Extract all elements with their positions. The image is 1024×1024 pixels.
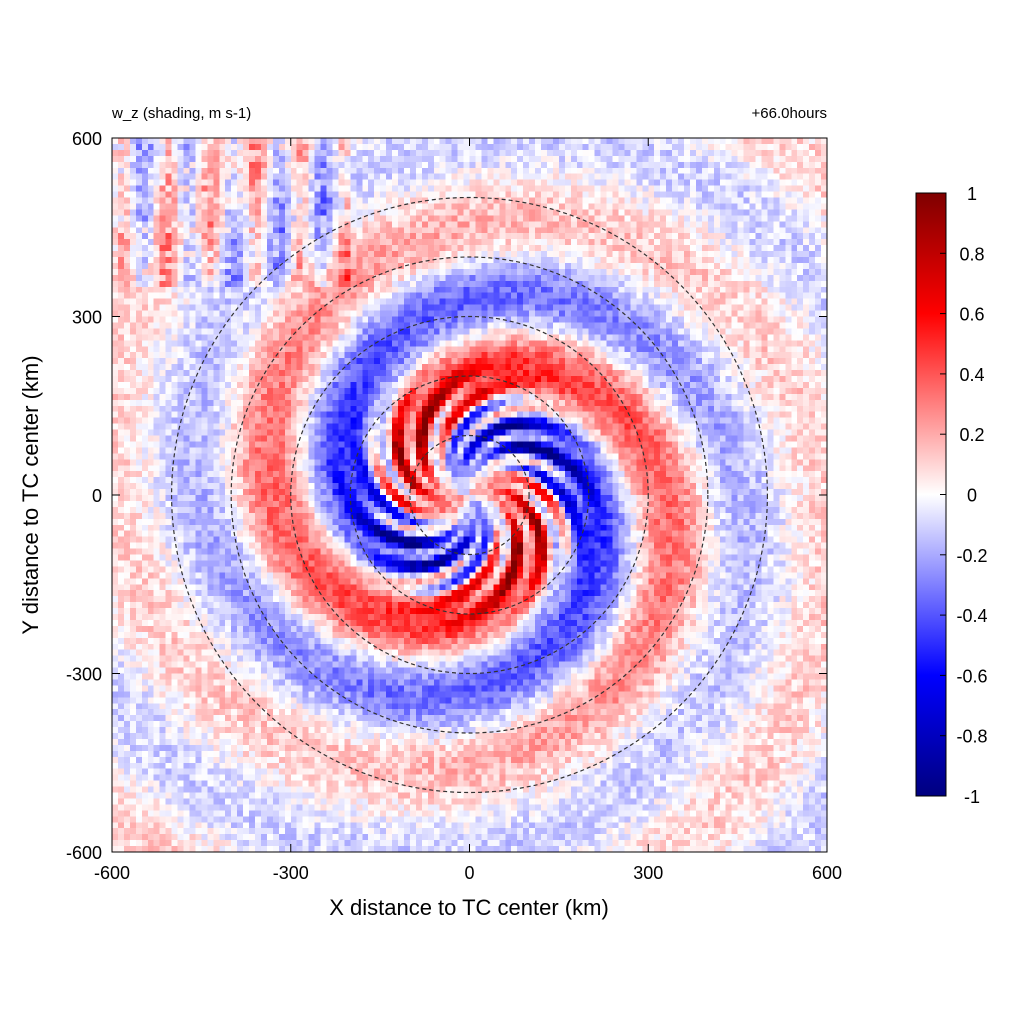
y-tick-label: -600 xyxy=(66,843,102,863)
colorbar-tick-label: 0.6 xyxy=(959,305,984,325)
heatmap-raster xyxy=(112,138,827,852)
x-tick-label: 0 xyxy=(464,863,474,883)
colorbar-tick-label: -0.8 xyxy=(956,727,987,747)
radius-contour-100 xyxy=(409,434,530,556)
colorbar-tick-label: 0 xyxy=(967,486,977,506)
colorbar-ticks: -1 -0.8 -0.6 -0.4 -0.2 0 0.2 0.4 0.6 0.8 1 xyxy=(940,184,988,807)
colorbar-tick-label: 0.8 xyxy=(959,244,984,264)
x-tick-label: -600 xyxy=(94,863,130,883)
radius-contour-200 xyxy=(349,375,590,615)
x-axis-label: X distance to TC center (km) xyxy=(329,895,609,920)
y-tick-label: 0 xyxy=(92,486,102,506)
colorbar-tick-label: -0.4 xyxy=(956,606,987,626)
colorbar-tick-label: -0.2 xyxy=(956,546,987,566)
y-tick-label: 600 xyxy=(72,129,102,149)
radius-contour-300 xyxy=(290,315,649,675)
colorbar-tick-label: 0.4 xyxy=(959,365,984,385)
colorbar-tick-label: -1 xyxy=(964,787,980,807)
x-tick-label: -300 xyxy=(273,863,309,883)
x-tick-label: 300 xyxy=(633,863,663,883)
radius-contour-400 xyxy=(230,256,709,734)
y-tick-label: 300 xyxy=(72,308,102,328)
y-tick-label: -300 xyxy=(66,665,102,685)
chart-title-right: +66.0hours xyxy=(752,105,827,122)
colorbar-tick-label: 0.2 xyxy=(959,425,984,445)
colorbar-tick-label: -0.6 xyxy=(956,666,987,686)
x-tick-label: 600 xyxy=(812,863,842,883)
y-axis-label: Y distance to TC center (km) xyxy=(18,355,43,634)
x-axis-ticks: -600 -300 0 300 600 xyxy=(94,138,842,883)
radius-contour-500 xyxy=(170,196,769,794)
chart-title-left: w_z (shading, m s-1) xyxy=(111,105,251,122)
y-axis-ticks: -600 -300 0 300 600 xyxy=(66,129,827,863)
heatmap-field xyxy=(112,138,827,852)
colorbar-tick-label: 1 xyxy=(967,184,977,204)
radius-contours xyxy=(170,196,769,794)
